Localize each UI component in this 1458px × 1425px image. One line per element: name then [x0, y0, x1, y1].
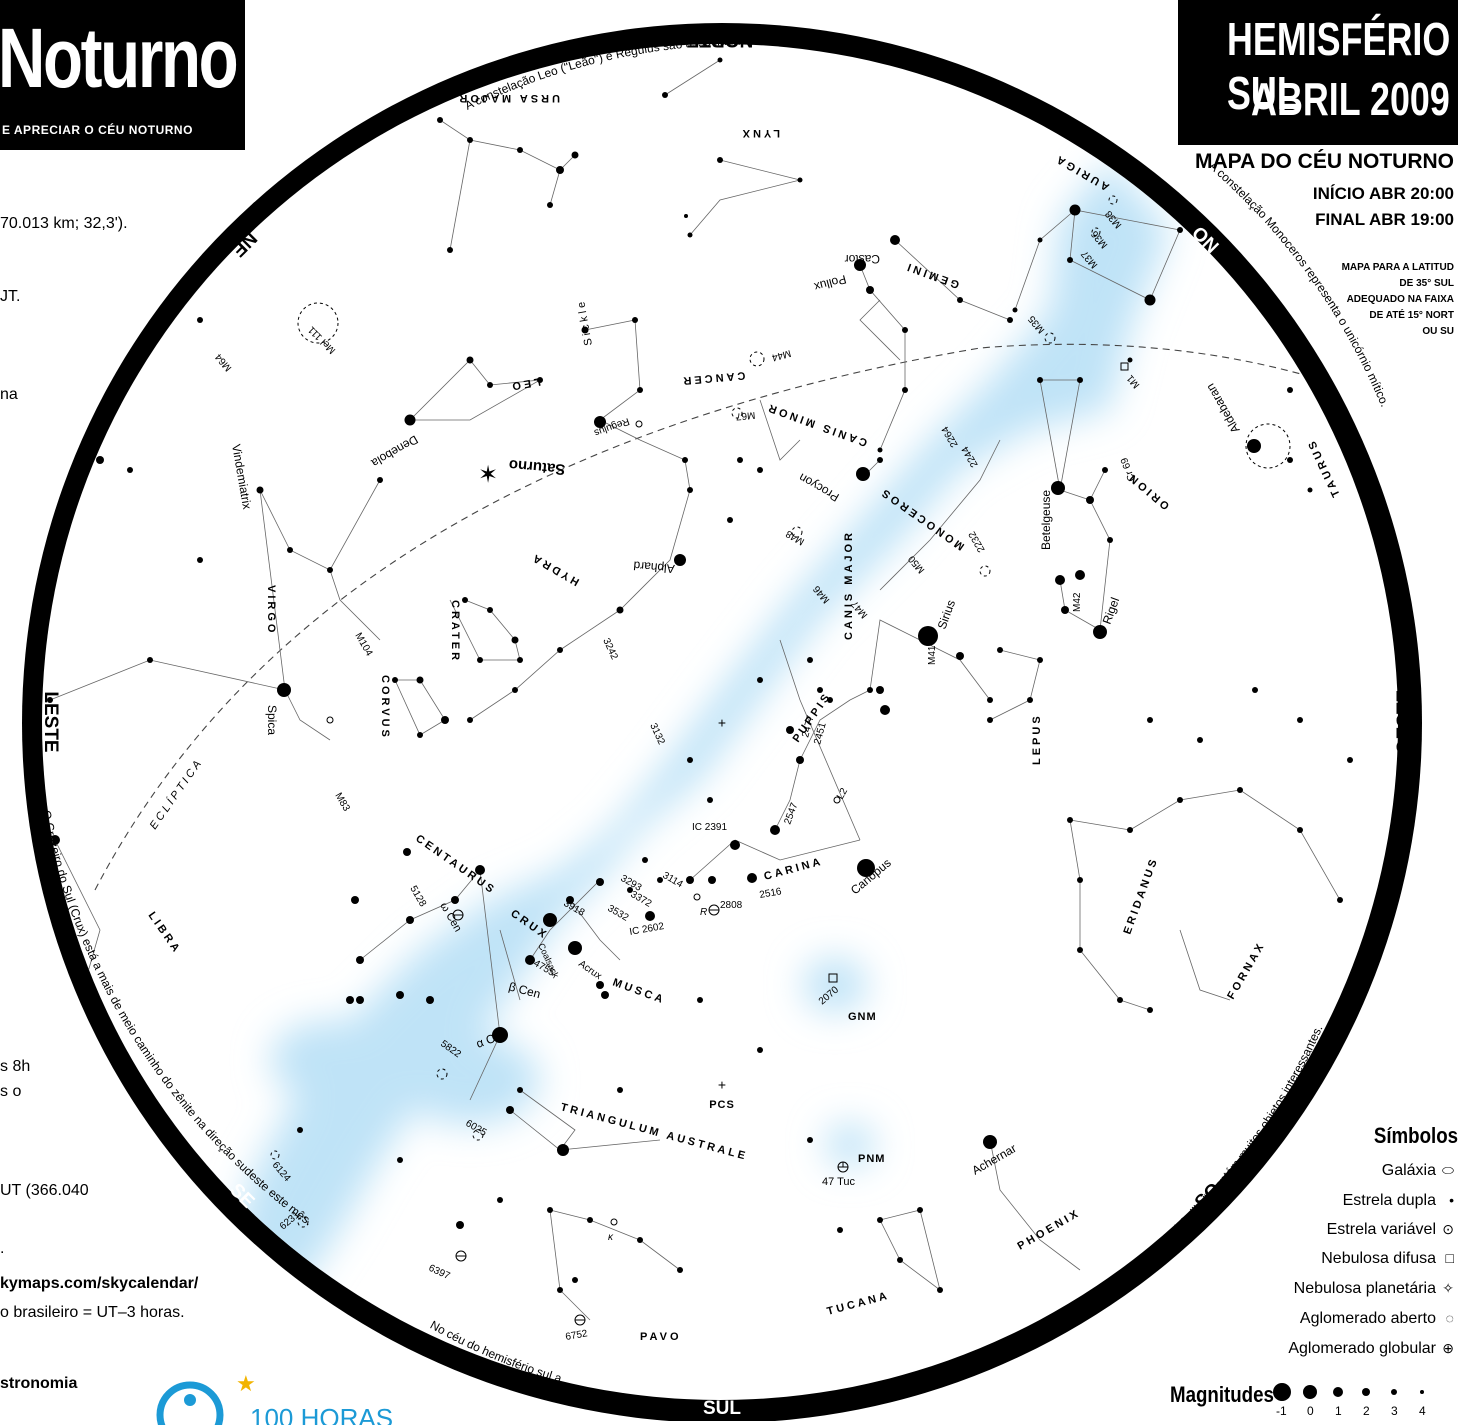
hemisphere-title: HEMISFÉRIO SUL [1226, 13, 1450, 119]
label-ursa-major: URSA MAJOR [456, 92, 560, 104]
svg-text:★: ★ [236, 1371, 256, 1396]
variable-star-icon: ⊙ [1442, 1221, 1454, 1237]
label-kappa: κ [608, 1232, 614, 1243]
label-canis-major: CANIS MAJOR [843, 530, 855, 640]
label-m67: M67 [735, 409, 756, 422]
label-pnm: PNM [858, 1153, 885, 1165]
legend-diffuse-nebula: Nebulosa difusa [1321, 1250, 1436, 1267]
mag-label-3: 1 [1335, 1404, 1342, 1418]
latitude-note-1: MAPA PARA A LATITUD [1341, 262, 1454, 273]
galaxy-icon: ⬭ [1442, 1162, 1454, 1178]
side-text-2: JT. [0, 288, 21, 305]
label-m44: M44 [770, 347, 792, 363]
label-alphard: Alphard [633, 558, 675, 576]
magnitude-dots [1273, 1383, 1424, 1401]
month-title: ABRIL 2009 [1251, 73, 1450, 125]
open-cluster-icon: ◌ [1445, 1310, 1454, 1326]
stars [47, 57, 1353, 1293]
label-l2: L2 [835, 786, 850, 802]
label-gnm: GNM [848, 1011, 877, 1023]
east-label: LESTE [40, 691, 61, 752]
mag-label-5: 3 [1391, 1404, 1398, 1418]
latitude-note-3: ADEQUADO NA FAIXA [1346, 294, 1454, 305]
side-text-6: UT (366.040 [0, 1182, 89, 1199]
label-castor: Castor [845, 252, 880, 266]
map-title: MAPA DO CÉU NOTURNO [1195, 150, 1454, 173]
label-lynx: LYNX [740, 127, 780, 139]
label-lepus: LEPUS [1031, 713, 1043, 765]
brand-title: Noturno [0, 11, 239, 105]
label-r-carina: R [700, 907, 707, 918]
label-2808: 2808 [720, 900, 743, 911]
label-virgo: VIRGO [265, 585, 277, 635]
label-cancer: CANCER [680, 369, 746, 387]
logo-text: 100 HORAS [250, 1403, 393, 1425]
mag-label-4: 2 [1363, 1404, 1370, 1418]
latitude-note-2: DE 35° SUL [1399, 278, 1454, 289]
pole-icon: + [718, 1077, 726, 1093]
legend-globular-cluster: Aglomerado globular [1288, 1340, 1436, 1357]
legend-galaxy: Galáxia [1381, 1162, 1436, 1179]
legend-planetary-nebula: Nebulosa planetária [1293, 1280, 1436, 1297]
west-label: OESTE [1394, 690, 1415, 754]
zenith-icon: + [718, 715, 726, 731]
label-m42: M42 [1072, 592, 1083, 612]
mag-label-1: -1 [1276, 1404, 1287, 1418]
ecliptic-line [94, 343, 1381, 891]
label-corvus: CORVUS [379, 675, 391, 740]
deep-sky-markers [326, 362, 1129, 1326]
side-text-3: na [0, 386, 18, 403]
double-star-icon: • [1449, 1192, 1454, 1208]
diffuse-nebula-icon: □ [1445, 1250, 1454, 1266]
label-6752: 6752 [565, 1328, 589, 1343]
milky-way [230, 160, 1170, 1290]
label-m41: M41 [927, 645, 938, 665]
north-label: NORTE [687, 29, 754, 50]
label-pcs: PCS [709, 1099, 735, 1111]
label-2516: 2516 [759, 886, 783, 901]
latitude-note-5: OU SU [1422, 326, 1454, 337]
magnitudes-title: Magnitudes [1170, 1382, 1274, 1407]
label-betelgeuse: Betelgeuse [1039, 490, 1053, 550]
legend-title: Símbolos [1373, 1123, 1458, 1148]
legend-variable-star: Estrela variável [1326, 1221, 1436, 1238]
latitude-note-4: DE ATÉ 15° NORT [1369, 310, 1454, 321]
label-spica: Spica [265, 705, 279, 735]
legend-open-cluster: Aglomerado aberto [1299, 1310, 1436, 1327]
label-crater: CRATER [449, 600, 461, 663]
saturn-icon: ✶ [478, 461, 498, 488]
label-ic2391: IC 2391 [692, 822, 727, 833]
globular-cluster-icon: ⊕ [1442, 1340, 1454, 1356]
hemisphere-header: HEMISFÉRIO SUL ABRIL 2009 [1178, 0, 1458, 145]
side-text-5: s o [0, 1083, 22, 1100]
side-text-1: 70.013 km; 32,3'). [0, 215, 128, 232]
planetary-nebula-icon: ✧ [1442, 1280, 1454, 1296]
mag-label-6: 4 [1419, 1404, 1426, 1418]
label-pavo: PAVO [640, 1331, 682, 1343]
side-text-4: s 8h [0, 1058, 31, 1075]
side-text-9: o brasileiro = UT–3 horas. [0, 1304, 185, 1321]
brand-header: Noturno E APRECIAR O CÉU NOTURNO [0, 0, 245, 150]
side-text-link[interactable]: kymaps.com/skycalendar/ [0, 1275, 199, 1292]
side-text-7: . [0, 1240, 5, 1257]
side-text-10: stronomia [0, 1375, 78, 1392]
label-saturn: Saturno [508, 456, 566, 478]
brand-tagline: E APRECIAR O CÉU NOTURNO [2, 123, 193, 137]
start-time: INÍCIO ABR 20:00 [1312, 184, 1454, 203]
open-clusters [270, 195, 1291, 1228]
legend-double-star: Estrela dupla [1342, 1192, 1436, 1209]
label-leo: LEO [508, 375, 541, 392]
mag-label-2: 0 [1307, 1404, 1314, 1418]
south-label: SUL [703, 1398, 741, 1419]
end-time: FINAL ABR 19:00 [1315, 210, 1454, 229]
label-47-tuc: 47 Tuc [822, 1176, 856, 1188]
astronomy-logo: ★ 100 HORAS [156, 1371, 393, 1425]
